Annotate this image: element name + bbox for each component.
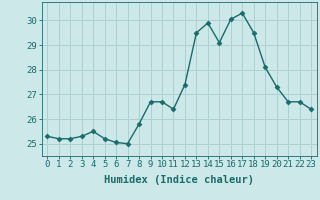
X-axis label: Humidex (Indice chaleur): Humidex (Indice chaleur) [104, 175, 254, 185]
